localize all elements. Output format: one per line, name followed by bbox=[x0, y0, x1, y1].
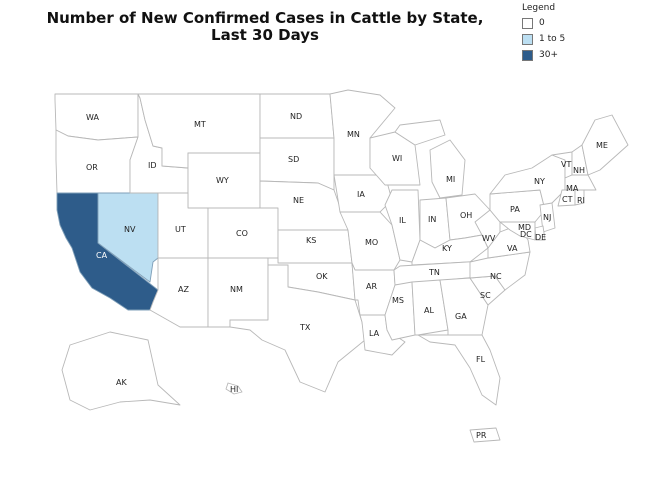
label-ct: CT bbox=[562, 195, 573, 204]
label-dc: DC bbox=[520, 230, 532, 239]
label-id: ID bbox=[148, 161, 157, 170]
label-wy: WY bbox=[216, 176, 229, 185]
label-ri: RI bbox=[577, 196, 585, 205]
state-ri[interactable] bbox=[574, 189, 585, 206]
label-ga: GA bbox=[455, 312, 467, 321]
label-al: AL bbox=[424, 306, 434, 315]
state-nj[interactable] bbox=[539, 202, 556, 233]
legend: Legend 0 1 to 5 30+ bbox=[522, 3, 565, 64]
label-ok: OK bbox=[316, 272, 328, 281]
label-pr: PR bbox=[476, 431, 487, 440]
state-ca[interactable] bbox=[56, 192, 159, 311]
label-nj: NJ bbox=[543, 213, 551, 222]
label-ny: NY bbox=[534, 177, 545, 186]
legend-item-0: 0 bbox=[522, 16, 565, 30]
label-in: IN bbox=[428, 215, 436, 224]
legend-label-30-plus: 30+ bbox=[539, 50, 558, 60]
state-pr[interactable] bbox=[469, 427, 501, 443]
label-tn: TN bbox=[428, 268, 440, 277]
label-or: OR bbox=[86, 163, 98, 172]
label-mn: MN bbox=[347, 130, 360, 139]
label-ma: MA bbox=[566, 184, 579, 193]
state-ks[interactable] bbox=[277, 229, 353, 264]
label-mi: MI bbox=[446, 175, 455, 184]
label-pa: PA bbox=[510, 205, 520, 214]
state-or[interactable] bbox=[55, 129, 139, 194]
label-me: ME bbox=[596, 141, 608, 150]
label-md: MD bbox=[518, 223, 531, 232]
state-fl[interactable] bbox=[417, 334, 501, 406]
state-mi[interactable] bbox=[429, 139, 466, 199]
state-hi[interactable] bbox=[225, 382, 243, 395]
label-fl: FL bbox=[476, 355, 486, 364]
legend-swatch-30-plus bbox=[522, 49, 533, 61]
label-ar: AR bbox=[366, 282, 377, 291]
label-ca: CA bbox=[96, 251, 108, 260]
label-nd: ND bbox=[290, 112, 302, 121]
state-de[interactable] bbox=[534, 225, 546, 241]
legend-item-1-to-5: 1 to 5 bbox=[522, 32, 565, 46]
label-va: VA bbox=[507, 244, 518, 253]
state-md[interactable] bbox=[499, 221, 536, 241]
label-tx: TX bbox=[299, 323, 311, 332]
label-nc: NC bbox=[490, 272, 502, 281]
legend-swatch-1-to-5 bbox=[522, 33, 533, 45]
legend-swatch-0 bbox=[522, 17, 533, 29]
label-nv: NV bbox=[124, 225, 136, 234]
label-wv: WV bbox=[482, 234, 496, 243]
label-de: DE bbox=[535, 233, 546, 242]
state-ak[interactable] bbox=[61, 331, 181, 411]
legend-label-1-to-5: 1 to 5 bbox=[539, 34, 566, 44]
label-wi: WI bbox=[392, 154, 402, 163]
label-sc: SC bbox=[480, 291, 491, 300]
label-nh: NH bbox=[573, 166, 585, 175]
label-hi: HI bbox=[230, 385, 238, 394]
label-ks: KS bbox=[306, 236, 316, 245]
label-vt: VT bbox=[561, 160, 571, 169]
state-al[interactable] bbox=[411, 279, 449, 336]
state-tx[interactable] bbox=[229, 264, 366, 393]
label-ia: IA bbox=[357, 190, 365, 199]
label-oh: OH bbox=[460, 211, 472, 220]
legend-item-30-plus: 30+ bbox=[522, 48, 565, 62]
label-la: LA bbox=[369, 329, 380, 338]
label-ut: UT bbox=[175, 225, 186, 234]
map-title: Number of New Confirmed Cases in Cattle … bbox=[46, 9, 484, 44]
label-ne: NE bbox=[293, 196, 304, 205]
label-az: AZ bbox=[178, 285, 189, 294]
label-ak: AK bbox=[116, 378, 127, 387]
label-ms: MS bbox=[392, 296, 404, 305]
label-nm: NM bbox=[230, 285, 243, 294]
label-mo: MO bbox=[365, 238, 378, 247]
label-mt: MT bbox=[194, 120, 206, 129]
label-ky: KY bbox=[442, 244, 452, 253]
state-il[interactable] bbox=[384, 189, 421, 263]
legend-title: Legend bbox=[522, 3, 556, 13]
label-wa: WA bbox=[86, 113, 99, 122]
state-mi-upper[interactable] bbox=[394, 119, 446, 146]
label-sd: SD bbox=[288, 155, 299, 164]
legend-label-0: 0 bbox=[539, 18, 545, 28]
label-co: CO bbox=[236, 229, 248, 238]
state-ma[interactable] bbox=[564, 174, 597, 191]
label-il: IL bbox=[399, 216, 406, 225]
